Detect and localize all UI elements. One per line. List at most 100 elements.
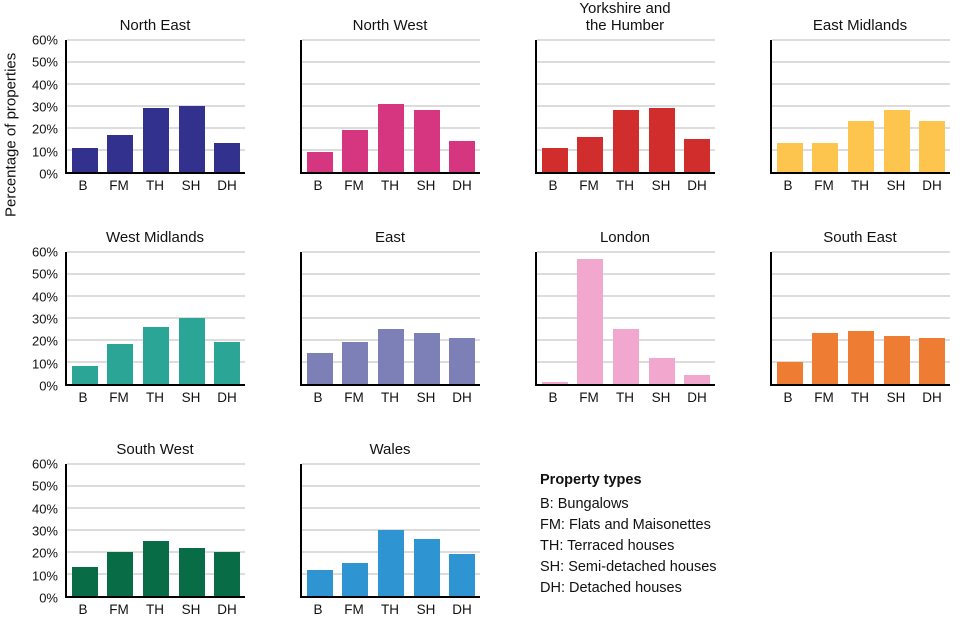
gridline xyxy=(67,295,245,298)
subplot: East Midlands B FM TH SH DH xyxy=(725,0,960,212)
bar xyxy=(306,569,333,596)
bar xyxy=(812,333,839,384)
plot-area xyxy=(770,39,950,174)
bar xyxy=(847,121,874,172)
gridline xyxy=(67,273,245,275)
plot-area xyxy=(535,39,715,174)
bar xyxy=(413,333,440,384)
y-tick-label: 20% xyxy=(31,333,58,349)
gridline xyxy=(302,507,480,510)
x-axis-ticks: B FM TH SH DH xyxy=(300,598,480,617)
subplot: South West 0% 10% 20% 30% 40% 50% 60% B FM TH SH DH xyxy=(20,424,255,636)
bar xyxy=(377,103,404,172)
y-tick-label: 20% xyxy=(31,545,58,561)
y-axis-ticks xyxy=(725,40,770,174)
gridline xyxy=(772,105,950,107)
bar xyxy=(413,538,440,596)
x-axis-ticks: B FM TH SH DH xyxy=(770,174,950,193)
y-tick-label: 20% xyxy=(31,121,58,137)
gridline xyxy=(67,463,245,465)
x-tick-label: SH xyxy=(886,178,906,193)
y-tick-label: 60% xyxy=(31,244,58,260)
x-tick-label: SH xyxy=(181,390,201,405)
bar xyxy=(449,141,476,172)
bar xyxy=(342,130,369,172)
x-tick-label: B xyxy=(313,390,323,405)
subplot: Yorkshire and the Humber B FM TH SH DH xyxy=(490,0,725,212)
plot-area xyxy=(65,463,245,598)
legend-title: Property types xyxy=(540,472,642,488)
x-tick-label: B xyxy=(313,602,323,617)
y-axis-ticks xyxy=(255,40,300,174)
gridline xyxy=(302,39,480,41)
bar xyxy=(214,342,241,384)
y-axis-ticks: 0% 10% 20% 30% 40% 50% 60% xyxy=(20,33,65,182)
y-axis-ticks xyxy=(255,252,300,386)
bar xyxy=(883,335,910,384)
x-tick-label: SH xyxy=(651,390,671,405)
bar xyxy=(648,357,675,384)
x-tick-label: TH xyxy=(616,178,634,193)
plot-area xyxy=(65,251,245,386)
subplot-title: Yorkshire and the Humber xyxy=(579,0,671,34)
gridline xyxy=(772,273,950,275)
x-tick-label: TH xyxy=(146,602,164,617)
y-tick-label: 40% xyxy=(31,501,58,517)
bar xyxy=(612,329,639,384)
bar xyxy=(776,362,803,384)
x-tick-label: FM xyxy=(344,602,364,617)
bar xyxy=(883,110,910,172)
bar xyxy=(812,143,839,172)
x-tick-label: SH xyxy=(886,390,906,405)
bar xyxy=(306,152,333,172)
x-tick-label: SH xyxy=(416,390,436,405)
x-tick-label: B xyxy=(78,178,88,193)
gridline xyxy=(537,273,715,275)
x-tick-label: FM xyxy=(109,178,129,193)
x-tick-label: B xyxy=(313,178,323,193)
subplot-title: East Midlands xyxy=(812,16,908,34)
gridline xyxy=(772,61,950,63)
gridline xyxy=(302,295,480,298)
gridline xyxy=(67,251,245,253)
y-tick-label: 30% xyxy=(31,99,58,115)
x-tick-label: DH xyxy=(922,178,942,193)
x-tick-label: SH xyxy=(181,178,201,193)
x-tick-label: B xyxy=(78,390,88,405)
x-tick-label: TH xyxy=(381,390,399,405)
gridline xyxy=(302,251,480,253)
y-axis-ticks: 0% 10% 20% 30% 40% 50% 60% xyxy=(20,245,65,394)
bar xyxy=(178,318,205,384)
x-tick-label: SH xyxy=(651,178,671,193)
plot-area xyxy=(535,251,715,386)
bar xyxy=(142,326,169,384)
bar xyxy=(178,547,205,596)
x-tick-label: DH xyxy=(217,602,237,617)
gridline xyxy=(772,83,950,86)
gridline xyxy=(537,105,715,107)
y-tick-label: 0% xyxy=(39,378,58,394)
small-multiples-grid: North East 0% 10% 20% 30% 40% 50% 60% B FM TH SH DH N… xyxy=(20,0,960,636)
x-tick-label: B xyxy=(548,390,558,405)
bar xyxy=(577,136,604,172)
x-tick-label: FM xyxy=(109,390,129,405)
subplot-title: Wales xyxy=(369,440,411,458)
x-tick-label: TH xyxy=(851,178,869,193)
gridline xyxy=(67,317,245,319)
subplot-title: South East xyxy=(823,228,897,246)
gridline xyxy=(302,83,480,86)
subplot-title: North East xyxy=(119,16,191,34)
x-tick-label: FM xyxy=(814,178,834,193)
x-tick-label: FM xyxy=(814,390,834,405)
x-tick-label: DH xyxy=(922,390,942,405)
y-axis-label: Percentage of properties xyxy=(2,52,20,218)
x-axis-ticks: B FM TH SH DH xyxy=(300,386,480,405)
bar xyxy=(306,353,333,384)
gridline xyxy=(67,83,245,86)
subplot-title: South West xyxy=(116,440,194,458)
y-tick-label: 10% xyxy=(31,144,58,160)
subplot: London B FM TH SH DH xyxy=(490,212,725,424)
x-tick-label: DH xyxy=(452,602,472,617)
bar xyxy=(541,147,568,172)
gridline xyxy=(772,317,950,319)
